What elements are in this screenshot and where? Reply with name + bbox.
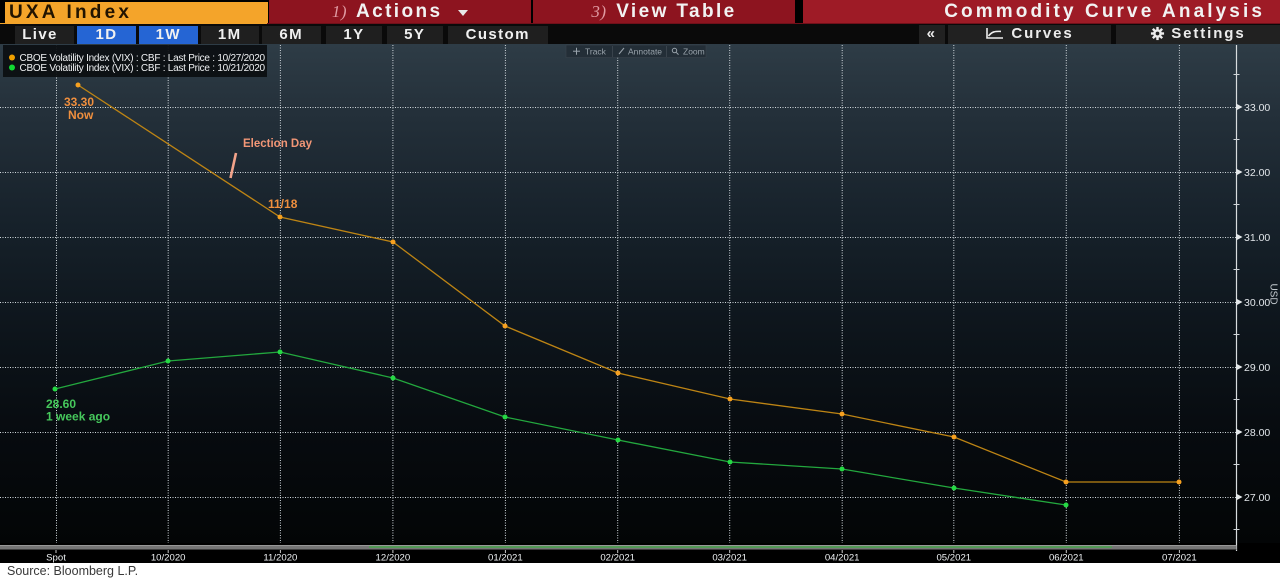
svg-text:30.00: 30.00	[1244, 297, 1270, 309]
svg-text:11/2020: 11/2020	[263, 553, 297, 564]
svg-text:27.00: 27.00	[1244, 492, 1270, 504]
svg-text:12/2020: 12/2020	[376, 553, 411, 564]
svg-text:03/2021: 03/2021	[712, 553, 747, 564]
svg-text:Now: Now	[68, 108, 94, 122]
svg-text:33.00: 33.00	[1244, 102, 1270, 114]
svg-text:29.00: 29.00	[1244, 362, 1270, 374]
svg-text:CBOE Volatility Index (VIX) :: CBOE Volatility Index (VIX) : CBF : Last…	[20, 53, 266, 64]
svg-text:11/18: 11/18	[268, 197, 298, 211]
svg-text:01/2021: 01/2021	[488, 553, 523, 564]
svg-text:Spot: Spot	[46, 553, 66, 564]
svg-text:Zoom: Zoom	[683, 47, 705, 57]
svg-text:33.30: 33.30	[64, 95, 94, 109]
svg-text:05/2021: 05/2021	[936, 553, 971, 564]
svg-text:32.00: 32.00	[1244, 167, 1270, 179]
svg-text:02/2021: 02/2021	[600, 553, 635, 564]
svg-text:Track: Track	[585, 47, 607, 57]
svg-text:1 week ago: 1 week ago	[46, 410, 110, 424]
svg-text:USD: USD	[1268, 283, 1279, 304]
svg-text:06/2021: 06/2021	[1049, 553, 1084, 564]
svg-text:07/2021: 07/2021	[1162, 553, 1197, 564]
svg-text:04/2021: 04/2021	[825, 553, 860, 564]
svg-text:31.00: 31.00	[1244, 232, 1270, 244]
svg-text:Election Day: Election Day	[243, 138, 313, 150]
svg-text:28.60: 28.60	[46, 397, 76, 411]
svg-text:CBOE Volatility Index (VIX) :: CBOE Volatility Index (VIX) : CBF : Last…	[20, 63, 266, 74]
svg-text:28.00: 28.00	[1244, 427, 1270, 439]
svg-text:Annotate: Annotate	[628, 47, 662, 57]
svg-text:10/2020: 10/2020	[151, 553, 186, 564]
